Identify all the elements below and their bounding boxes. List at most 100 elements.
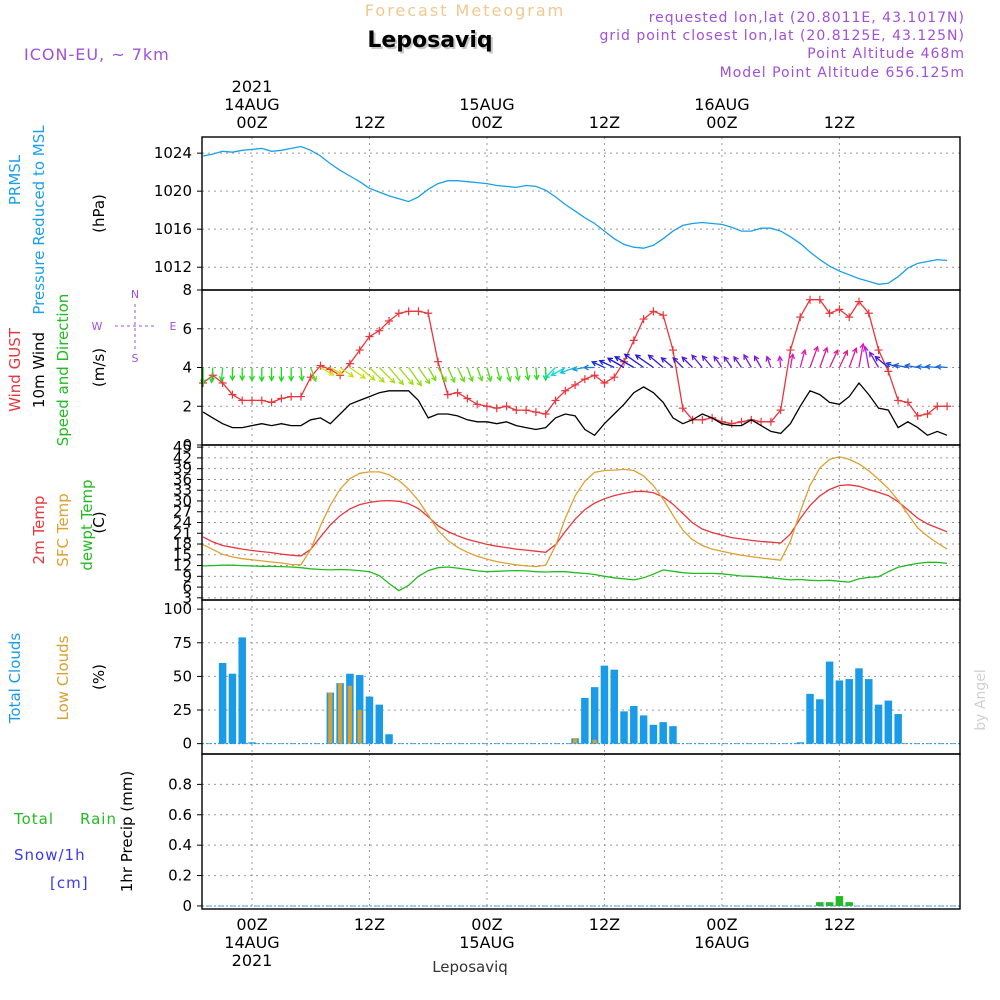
wind-direction-arrowhead — [348, 371, 355, 378]
gridpoint-coords: grid point closest lon,lat (20.8125E, 43… — [599, 28, 965, 44]
wind-direction-arrow — [525, 367, 529, 380]
y-tick-label: 42 — [173, 449, 192, 467]
wind-direction-arrowhead — [468, 376, 474, 383]
wind-direction-arrowhead — [681, 356, 688, 363]
wind-direction-arrow — [819, 347, 828, 368]
wind-direction-arrowhead — [935, 363, 942, 370]
wind-direction-arrow — [648, 354, 664, 368]
wind-direction-arrow — [515, 367, 520, 381]
wind-direction-arrowhead — [298, 375, 305, 382]
y-tick-label: 1020 — [154, 182, 192, 200]
bar-primary — [385, 734, 393, 744]
wind-direction-arrow — [848, 348, 857, 368]
gust-marker — [668, 346, 677, 355]
gust-marker — [561, 386, 570, 395]
series-line — [202, 145, 948, 285]
wind-direction-arrow — [466, 367, 473, 382]
panel-side-label: Speed and Direction — [54, 294, 72, 447]
wind-direction-arrowhead — [892, 362, 900, 369]
gust-marker — [678, 404, 687, 413]
wind-direction-arrowhead — [416, 380, 423, 387]
wind-direction-arrowhead — [360, 373, 367, 379]
bar-primary — [355, 675, 364, 744]
wind-direction-arrow — [447, 367, 456, 383]
top-axis-hour: 00Z — [236, 113, 267, 132]
y-tick-label: 100 — [163, 600, 192, 618]
y-tick-label: 30 — [173, 492, 192, 510]
wind-direction-arrowhead — [398, 379, 405, 386]
y-tick-label: 0.6 — [168, 806, 192, 824]
bar-primary — [610, 669, 618, 744]
bar-primary — [865, 679, 873, 744]
y-axis-label: (%) — [90, 664, 108, 690]
wind-direction-arrowhead — [450, 376, 456, 384]
wind-direction-arrow — [754, 355, 762, 368]
wind-direction-arrow — [936, 365, 948, 369]
bar-primary — [845, 679, 853, 744]
gust-marker — [267, 398, 276, 407]
top-axis-date: 15AUG — [459, 95, 514, 114]
y-tick-label: 27 — [173, 503, 192, 521]
gust-marker — [365, 332, 374, 341]
top-axis-hour: 12Z — [354, 113, 385, 132]
y-tick-label: 0 — [182, 735, 192, 753]
point-altitude: Point Altitude 468m — [807, 46, 965, 62]
wind-direction-arrow — [560, 366, 576, 374]
y-axis-label: 1hr Precip (mm) — [118, 771, 136, 892]
y-tick-label: 6 — [182, 578, 192, 596]
wind-direction-arrow — [591, 361, 605, 369]
gust-marker — [629, 336, 638, 345]
wind-direction-arrowhead — [606, 357, 614, 363]
wind-direction-arrowhead — [288, 375, 295, 382]
panel-side-label: 10m Wind — [30, 332, 48, 408]
wind-direction-arrow — [743, 354, 752, 368]
gust-marker — [453, 388, 462, 397]
wind-direction-arrow — [378, 367, 395, 384]
wind-direction-arrowhead — [822, 346, 829, 353]
wind-direction-arrowhead — [874, 355, 881, 362]
wind-direction-arrow — [766, 356, 772, 368]
wind-direction-arrowhead — [713, 355, 719, 362]
wind-direction-arrowhead — [496, 375, 503, 382]
wind-direction-arrow — [809, 346, 819, 368]
panel-5: 0 0.2 0.4 0.6 0.8 1hr Precip (mm) Total Rain Sno… — [13, 753, 961, 915]
panel-side-label: dewpt Temp — [78, 479, 96, 570]
bottom-axis-hour: 12Z — [354, 915, 385, 934]
bar-primary — [659, 722, 667, 744]
wind-direction-arrowhead — [459, 376, 466, 383]
bar-primary — [825, 902, 834, 906]
bar-primary — [835, 680, 844, 744]
wind-direction-arrow — [672, 357, 684, 368]
wind-direction-arrow — [300, 367, 303, 381]
y-axis-label: (hPa) — [90, 194, 108, 233]
station-title: Leposaviq — [367, 28, 492, 53]
gust-marker — [815, 295, 824, 304]
wind-direction-arrow — [713, 356, 723, 368]
bottom-axis-date: 16AUG — [694, 933, 749, 952]
watermark: by Angel — [973, 669, 989, 730]
bar-primary — [365, 696, 374, 744]
bar-primary — [884, 700, 893, 744]
bar-secondary — [592, 739, 597, 744]
bar-primary — [796, 742, 804, 744]
gust-marker — [825, 309, 834, 318]
wind-direction-arrowhead — [533, 374, 540, 381]
wind-direction-arrow — [398, 367, 414, 385]
wind-direction-arrow — [829, 350, 839, 368]
top-axis-date: 14AUG — [224, 95, 279, 114]
gust-marker — [659, 311, 668, 320]
y-tick-label: 9 — [182, 567, 192, 585]
gust-marker — [287, 392, 296, 401]
bottom-axis-date: 14AUG — [224, 933, 279, 952]
wind-direction-arrowhead — [408, 379, 414, 386]
y-tick-label: 6 — [182, 320, 192, 338]
panel-side-label: Low Clouds — [54, 635, 72, 720]
bar-primary — [590, 687, 599, 744]
gust-marker — [894, 396, 903, 405]
gust-marker — [757, 417, 766, 426]
wind-direction-arrowhead — [789, 352, 796, 360]
gust-marker — [835, 305, 844, 314]
panel-side-label: SFC Temp — [54, 493, 72, 566]
gust-marker — [512, 406, 521, 415]
